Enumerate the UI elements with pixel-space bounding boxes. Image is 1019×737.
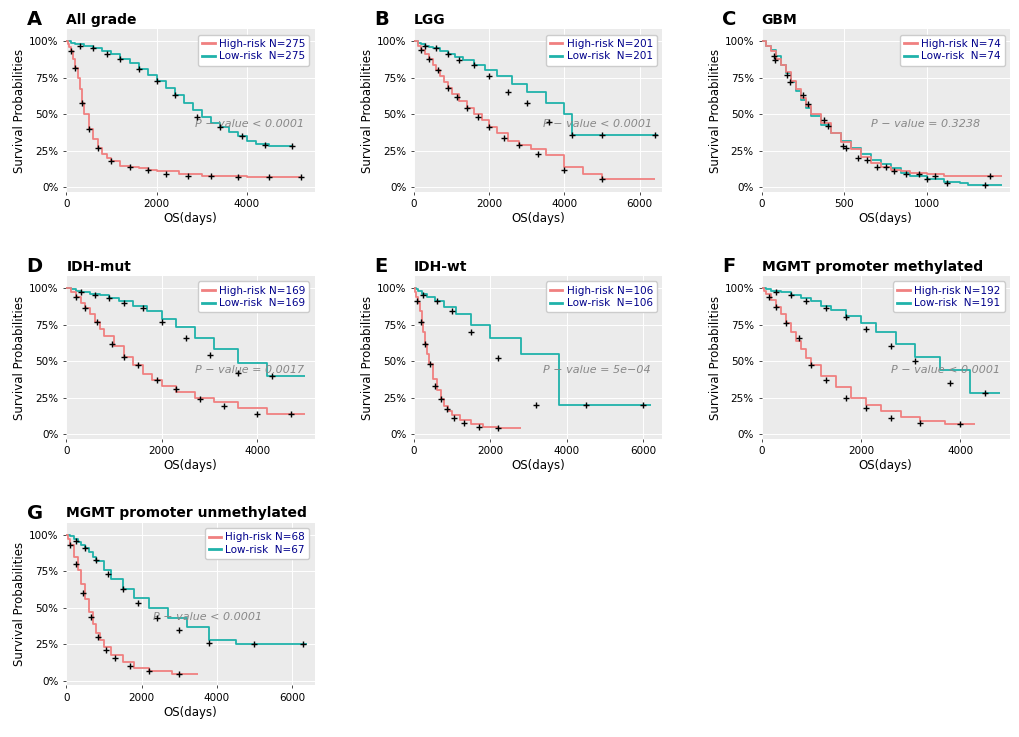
- Legend: High-risk N=201, Low-risk  N=201: High-risk N=201, Low-risk N=201: [545, 35, 656, 66]
- Legend: High-risk N=192, Low-risk  N=191: High-risk N=192, Low-risk N=191: [893, 282, 1004, 312]
- Text: LGG: LGG: [414, 13, 445, 27]
- Text: P − value < 0.0001: P − value < 0.0001: [196, 119, 305, 129]
- Legend: High-risk N=74, Low-risk  N=74: High-risk N=74, Low-risk N=74: [899, 35, 1004, 66]
- Y-axis label: Survival Probabilities: Survival Probabilities: [13, 49, 26, 172]
- X-axis label: OS(days): OS(days): [858, 212, 912, 226]
- Text: P − value = 0.3238: P − value = 0.3238: [870, 119, 979, 129]
- Y-axis label: Survival Probabilities: Survival Probabilities: [361, 296, 374, 419]
- Legend: High-risk N=106, Low-risk  N=106: High-risk N=106, Low-risk N=106: [545, 282, 656, 312]
- Text: IDH-mut: IDH-mut: [66, 259, 131, 273]
- X-axis label: OS(days): OS(days): [163, 459, 217, 472]
- Text: C: C: [721, 10, 736, 29]
- Text: P − value = 0.0017: P − value = 0.0017: [196, 366, 305, 375]
- Text: P − value < 0.0001: P − value < 0.0001: [890, 366, 999, 375]
- Text: GBM: GBM: [761, 13, 797, 27]
- X-axis label: OS(days): OS(days): [511, 459, 565, 472]
- Text: B: B: [374, 10, 388, 29]
- Legend: High-risk N=275, Low-risk  N=275: High-risk N=275, Low-risk N=275: [198, 35, 309, 66]
- Text: MGMT promoter unmethylated: MGMT promoter unmethylated: [66, 506, 307, 520]
- Text: A: A: [26, 10, 42, 29]
- Y-axis label: Survival Probabilities: Survival Probabilities: [708, 296, 720, 419]
- Y-axis label: Survival Probabilities: Survival Probabilities: [13, 542, 26, 666]
- Text: All grade: All grade: [66, 13, 137, 27]
- Y-axis label: Survival Probabilities: Survival Probabilities: [708, 49, 720, 172]
- Text: P − value < 0.0001: P − value < 0.0001: [153, 612, 262, 622]
- Y-axis label: Survival Probabilities: Survival Probabilities: [13, 296, 26, 419]
- Text: P − value = 5e−04: P − value = 5e−04: [542, 366, 650, 375]
- Y-axis label: Survival Probabilities: Survival Probabilities: [361, 49, 374, 172]
- X-axis label: OS(days): OS(days): [858, 459, 912, 472]
- Text: P − value < 0.0001: P − value < 0.0001: [542, 119, 651, 129]
- Text: D: D: [26, 256, 43, 276]
- Legend: High-risk N=169, Low-risk  N=169: High-risk N=169, Low-risk N=169: [198, 282, 309, 312]
- Legend: High-risk N=68, Low-risk  N=67: High-risk N=68, Low-risk N=67: [205, 528, 309, 559]
- Text: MGMT promoter methylated: MGMT promoter methylated: [761, 259, 981, 273]
- X-axis label: OS(days): OS(days): [163, 212, 217, 226]
- X-axis label: OS(days): OS(days): [163, 706, 217, 719]
- Text: E: E: [374, 256, 387, 276]
- Text: G: G: [26, 503, 43, 523]
- Text: F: F: [721, 256, 735, 276]
- X-axis label: OS(days): OS(days): [511, 212, 565, 226]
- Text: IDH-wt: IDH-wt: [414, 259, 467, 273]
